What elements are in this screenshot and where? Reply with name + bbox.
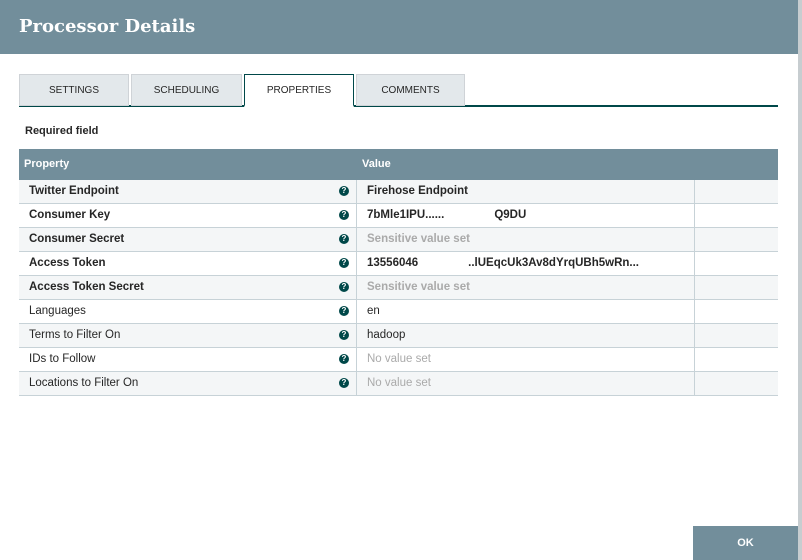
property-value-text: No value set (367, 353, 431, 365)
property-value[interactable]: 13556046 ..lUEqcUk3Av8dYrqUBh5wRn... (357, 252, 695, 275)
property-value-text: Firehose Endpoint (367, 185, 468, 197)
row-actions (695, 204, 778, 227)
property-value[interactable]: Sensitive value set (357, 228, 695, 251)
required-field-label: Required field (25, 125, 99, 137)
property-name-text: Access Token Secret (29, 281, 144, 293)
property-name: Access Token Secret? (19, 276, 357, 299)
row-actions (695, 348, 778, 371)
table-row: Access Token? 13556046 ..lUEqcUk3Av8dYrqUB… (19, 252, 778, 276)
help-icon[interactable]: ? (339, 330, 349, 340)
property-name-text: Consumer Secret (29, 233, 125, 245)
property-value[interactable]: en (357, 300, 695, 323)
help-icon[interactable]: ? (339, 186, 349, 196)
property-value[interactable]: No value set (357, 372, 695, 395)
property-name-text: Access Token (29, 257, 106, 269)
row-actions (695, 300, 778, 323)
help-icon[interactable]: ? (339, 210, 349, 220)
property-value-text: No value set (367, 377, 431, 389)
property-name-text: Consumer Key (29, 209, 111, 221)
property-name: IDs to Follow? (19, 348, 357, 371)
property-name: Consumer Secret? (19, 228, 357, 251)
property-value-suffix: Q9DU (494, 209, 527, 221)
property-value-text: 13556046 (367, 257, 419, 269)
property-name: Access Token? (19, 252, 357, 275)
help-icon[interactable]: ? (339, 282, 349, 292)
row-actions (695, 228, 778, 251)
help-icon[interactable]: ? (339, 258, 349, 268)
row-actions (695, 252, 778, 275)
row-actions (695, 324, 778, 347)
property-name: Twitter Endpoint? (19, 180, 357, 203)
redaction-mask (444, 208, 495, 221)
help-icon[interactable]: ? (339, 234, 349, 244)
tab-settings[interactable]: SETTINGS (19, 74, 129, 106)
table-row: IDs to Follow? No value set (19, 348, 778, 372)
property-value[interactable]: 7bMle1IPU...... Q9DU (357, 204, 695, 227)
row-actions (695, 276, 778, 299)
table-header: Property Value (19, 149, 778, 180)
tab-properties[interactable]: PROPERTIES (244, 74, 354, 107)
property-name: Locations to Filter On? (19, 372, 357, 395)
property-value[interactable]: Sensitive value set (357, 276, 695, 299)
table-row: Locations to Filter On? No value set (19, 372, 778, 396)
property-value-text: 7bMle1IPU...... (367, 209, 445, 221)
property-value-text: Sensitive value set (367, 233, 470, 245)
table-row: Languages? en (19, 300, 778, 324)
property-name-text: Locations to Filter On (29, 377, 139, 389)
table-row: Twitter Endpoint? Firehose Endpoint (19, 180, 778, 204)
table-row: Terms to Filter On? hadoop (19, 324, 778, 348)
column-header-property: Property (24, 158, 70, 170)
properties-table: Property Value Twitter Endpoint? Firehose… (19, 149, 778, 396)
help-icon[interactable]: ? (339, 378, 349, 388)
property-value[interactable]: No value set (357, 348, 695, 371)
ok-button[interactable]: OK (693, 526, 798, 560)
property-name-text: Terms to Filter On (29, 329, 121, 341)
table-row: Consumer Secret? Sensitive value set (19, 228, 778, 252)
property-name: Terms to Filter On? (19, 324, 357, 347)
column-header-value: Value (362, 158, 391, 170)
property-name-text: IDs to Follow (29, 353, 96, 365)
table-row: Access Token Secret? Sensitive value set (19, 276, 778, 300)
help-icon[interactable]: ? (339, 354, 349, 364)
property-value[interactable]: hadoop (357, 324, 695, 347)
property-value[interactable]: Firehose Endpoint (357, 180, 695, 203)
property-value-text: en (367, 305, 380, 317)
property-name-text: Languages (29, 305, 86, 317)
row-actions (695, 180, 778, 203)
table-row: Consumer Key? 7bMle1IPU...... Q9DU (19, 204, 778, 228)
row-actions (695, 372, 778, 395)
help-icon[interactable]: ? (339, 306, 349, 316)
tab-scheduling[interactable]: SCHEDULING (131, 74, 242, 106)
property-value-suffix: ..lUEqcUk3Av8dYrqUBh5wRn... (468, 257, 640, 269)
redaction-mask (418, 256, 469, 269)
tab-bar: SETTINGS SCHEDULING PROPERTIES COMMENTS (19, 74, 778, 107)
property-name: Languages? (19, 300, 357, 323)
property-name-text: Twitter Endpoint (29, 185, 119, 197)
property-value-text: hadoop (367, 329, 406, 341)
property-name: Consumer Key? (19, 204, 357, 227)
tab-comments[interactable]: COMMENTS (356, 74, 465, 106)
dialog-title: Processor Details (0, 0, 798, 54)
property-value-text: Sensitive value set (367, 281, 470, 293)
